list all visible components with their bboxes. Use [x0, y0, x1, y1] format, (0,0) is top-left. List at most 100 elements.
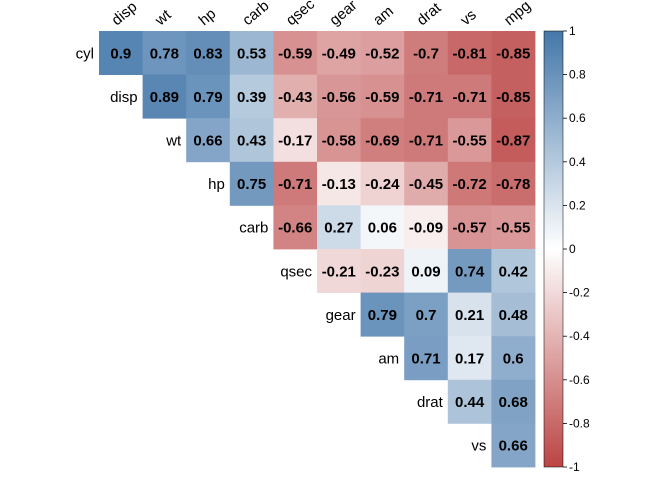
legend-tick-label: 0.6: [569, 111, 586, 125]
cell-value-label: -0.78: [496, 176, 530, 193]
cell-value-label: -0.7: [413, 45, 439, 62]
heatmap-cell: [317, 31, 361, 75]
heatmap-cell: [360, 249, 405, 293]
heatmap-cell: [186, 74, 231, 119]
cell-value-label: -0.24: [365, 176, 400, 193]
heatmap-cell: [317, 205, 361, 250]
cell-value-label: -0.66: [278, 220, 312, 237]
heatmap-cell: [229, 118, 274, 163]
cell-value-label: 0.79: [368, 307, 397, 324]
legend-tick-label: -1: [569, 460, 580, 474]
heatmap-cell: [229, 74, 274, 119]
heatmap-cell: [491, 336, 536, 381]
cell-value-label: 0.09: [411, 263, 440, 280]
cell-value-label: 0.89: [150, 89, 179, 106]
heatmap-cell: [447, 161, 492, 206]
col-label-hp: hp: [196, 5, 220, 29]
heatmap-cell: [404, 161, 449, 206]
cell-value-label: 0.42: [499, 263, 528, 280]
row-label-am: am: [378, 351, 399, 368]
cell-value-label: -0.85: [496, 89, 530, 106]
legend-tick-label: -0.6: [569, 373, 590, 387]
legend-tick-label: 0.4: [569, 155, 586, 169]
heatmap-cell: [491, 205, 536, 250]
heatmap-cell: [360, 292, 405, 337]
heatmap-cell: [404, 31, 449, 75]
cell-value-label: -0.81: [452, 45, 486, 62]
heatmap-value-labels: 0.9 0.78 0.83 0.53 -0.59 -0.49 -0.52 -0.7 -0.81-…: [110, 45, 530, 454]
heatmap-cell: [273, 161, 318, 206]
heatmap-cell: [447, 31, 492, 75]
cell-value-label: -0.71: [278, 176, 312, 193]
col-label-am: am: [370, 3, 397, 29]
row-labels: cyl disp wt hp carb qsec gear am drat vs: [76, 45, 487, 454]
cell-value-label: -0.71: [409, 89, 443, 106]
cell-value-label: -0.13: [322, 176, 356, 193]
cell-value-label: 0.43: [237, 133, 266, 150]
heatmap-cell: [229, 161, 274, 206]
legend-ticks: 1 0.8 0.6 0.4 0.2 0 -0.2 -0.4 -0.6 -0.8 -1: [563, 24, 590, 474]
heatmap-cell: [447, 118, 492, 163]
cell-value-label: -0.23: [365, 263, 399, 280]
heatmap-cell: [404, 118, 449, 163]
cell-value-label: -0.52: [365, 45, 399, 62]
cell-value-label: -0.21: [322, 263, 356, 280]
legend-tick-label: -0.4: [569, 329, 590, 343]
cell-value-label: 0.78: [150, 45, 179, 62]
row-label-wt: wt: [165, 133, 182, 150]
heatmap-cell: [360, 161, 405, 206]
cell-value-label: -0.56: [322, 89, 356, 106]
heatmap-cell: [142, 74, 187, 119]
cell-value-label: -0.49: [322, 45, 356, 62]
legend-tick-label: 1: [569, 24, 576, 38]
cell-value-label: 0.71: [411, 351, 440, 368]
cell-value-label: -0.43: [278, 89, 312, 106]
row-label-cyl: cyl: [76, 45, 94, 62]
heatmap-cell: [447, 379, 492, 424]
cell-value-label: 0.7: [416, 307, 437, 324]
cell-value-label: 0.79: [193, 89, 222, 106]
cell-value-label: -0.09: [409, 220, 443, 237]
row-label-gear: gear: [326, 307, 356, 324]
column-labels: disp wt hp carb qsec gear am drat vs mpg: [108, 0, 534, 30]
heatmap-cell: [273, 205, 318, 250]
col-label-qsec: qsec: [283, 0, 319, 29]
row-label-hp: hp: [208, 176, 225, 193]
heatmap-cell: [447, 205, 492, 250]
legend-tick-label: -0.2: [569, 286, 590, 300]
heatmap-cell: [273, 118, 318, 163]
heatmap-cell: [273, 74, 318, 119]
heatmap-cell: [447, 292, 492, 337]
heatmap-cell: [404, 292, 449, 337]
cell-value-label: -0.55: [452, 133, 486, 150]
cell-value-label: 0.74: [455, 263, 485, 280]
heatmap-cell: [404, 249, 449, 293]
cell-value-label: 0.17: [455, 351, 484, 368]
cell-value-label: 0.44: [455, 394, 485, 411]
legend-tick-label: -0.8: [569, 416, 590, 430]
heatmap-cell: [447, 74, 492, 119]
col-label-gear: gear: [326, 0, 360, 29]
col-label-drat: drat: [414, 0, 445, 29]
heatmap-cell: [317, 74, 361, 119]
cell-value-label: -0.55: [496, 220, 530, 237]
cell-value-label: -0.71: [409, 133, 443, 150]
heatmap-cell: [404, 74, 449, 119]
cell-value-label: 0.06: [368, 220, 397, 237]
heatmap-cell: [317, 249, 361, 293]
cell-value-label: -0.58: [322, 133, 356, 150]
cell-value-label: -0.87: [496, 133, 530, 150]
row-label-vs: vs: [471, 438, 486, 455]
cell-value-label: 0.53: [237, 45, 266, 62]
col-label-carb: carb: [239, 0, 272, 29]
cell-value-label: 0.66: [499, 438, 528, 455]
row-label-drat: drat: [417, 394, 444, 411]
cell-value-label: -0.59: [365, 89, 399, 106]
cell-value-label: 0.39: [237, 89, 266, 106]
cell-value-label: -0.59: [278, 45, 312, 62]
heatmap-cell: [491, 292, 536, 337]
heatmap-cell: [186, 31, 231, 75]
col-label-wt: wt: [151, 6, 175, 30]
cell-value-label: 0.83: [193, 45, 222, 62]
cell-value-label: -0.69: [365, 133, 399, 150]
